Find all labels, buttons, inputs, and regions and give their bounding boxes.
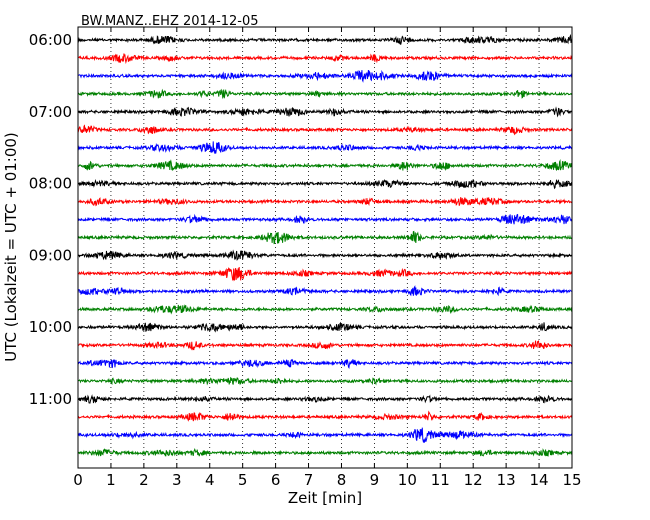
- x-axis-label: Zeit [min]: [288, 489, 362, 507]
- x-tick-label: 7: [304, 471, 314, 489]
- y-axis-label: UTC (Lokalzeit = UTC + 01:00): [2, 132, 20, 362]
- trace-1015: [77, 339, 573, 351]
- trace-1100: [77, 394, 573, 404]
- trace-1000: [77, 321, 573, 333]
- trace-1145: [77, 447, 573, 457]
- trace-0815: [77, 197, 573, 207]
- chart-title: BW.MANZ..EHZ 2014-12-05: [81, 14, 259, 29]
- trace-0915: [77, 267, 573, 282]
- y-tick-label: 08:00: [29, 175, 72, 193]
- x-tick-label: 0: [73, 471, 83, 489]
- trace-0800: [77, 178, 573, 190]
- x-tick-label: 10: [398, 471, 417, 489]
- x-tick-label: 15: [562, 471, 581, 489]
- trace-0830: [77, 213, 573, 225]
- trace-0900: [77, 249, 573, 262]
- x-tick-label: 5: [238, 471, 248, 489]
- x-tick-label: 9: [370, 471, 380, 489]
- trace-0600: [77, 33, 573, 45]
- plot-frame: [77, 26, 573, 469]
- x-tick-label: 6: [271, 471, 281, 489]
- y-tick-label: 07:00: [29, 103, 72, 121]
- trace-0745: [77, 158, 573, 172]
- x-tick-label: 1: [106, 471, 116, 489]
- trace-group: [77, 33, 573, 457]
- x-tick-label: 2: [139, 471, 149, 489]
- y-tick-label: 06:00: [29, 31, 72, 49]
- y-tick-label: 11:00: [29, 390, 72, 408]
- trace-1045: [77, 376, 573, 386]
- trace-1130: [77, 427, 573, 444]
- trace-0845: [77, 230, 573, 245]
- x-tick-label: 14: [530, 471, 549, 489]
- trace-0700: [77, 106, 573, 118]
- y-tick-label: 10:00: [29, 318, 72, 336]
- trace-0645: [77, 88, 573, 100]
- x-tick-label: 8: [337, 471, 347, 489]
- grid-lines: [110, 27, 540, 468]
- trace-0730: [77, 141, 573, 154]
- trace-0715: [77, 124, 573, 136]
- y-tick-label: 09:00: [29, 246, 72, 264]
- x-tick-label: 12: [464, 471, 483, 489]
- trace-1115: [77, 410, 573, 422]
- x-axis: 0 1 2 3 4 5 6 7 8 9 10 11 12 13 14 15: [73, 27, 582, 489]
- trace-0630: [77, 69, 573, 83]
- y-axis: 06:00 07:00 08:00 09:00 10:00 11:00: [29, 31, 572, 408]
- x-tick-label: 3: [172, 471, 182, 489]
- trace-0615: [77, 53, 573, 65]
- x-tick-label: 13: [497, 471, 516, 489]
- x-tick-label: 4: [205, 471, 215, 489]
- trace-1030: [77, 358, 573, 370]
- x-tick-label: 11: [431, 471, 450, 489]
- trace-0945: [77, 304, 573, 315]
- trace-0930: [77, 285, 573, 297]
